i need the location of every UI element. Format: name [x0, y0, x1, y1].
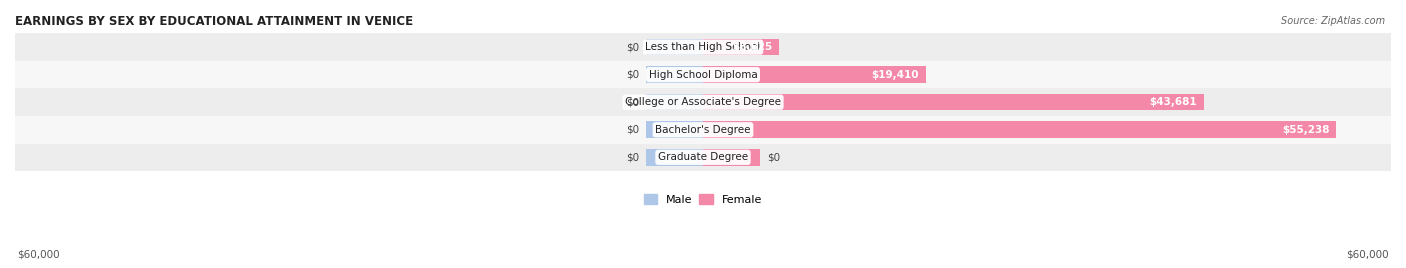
Text: $6,625: $6,625 [733, 42, 772, 52]
Bar [15, 116, 1391, 144]
Text: $43,681: $43,681 [1149, 97, 1197, 107]
Text: Graduate Degree: Graduate Degree [658, 152, 748, 162]
Text: EARNINGS BY SEX BY EDUCATIONAL ATTAINMENT IN VENICE: EARNINGS BY SEX BY EDUCATIONAL ATTAINMEN… [15, 15, 413, 28]
Bar [645, 121, 703, 138]
Bar [15, 144, 1391, 171]
Text: $0: $0 [768, 152, 780, 162]
Bar [15, 33, 1391, 61]
Text: College or Associate's Degree: College or Associate's Degree [626, 97, 780, 107]
Text: $0: $0 [626, 97, 638, 107]
Text: $60,000: $60,000 [17, 250, 59, 260]
Text: $0: $0 [626, 42, 638, 52]
Bar [645, 66, 703, 83]
Bar [645, 39, 703, 55]
Bar [645, 94, 703, 110]
Bar [703, 121, 1336, 138]
Text: $0: $0 [626, 125, 638, 135]
Legend: Male, Female: Male, Female [640, 190, 766, 210]
Bar [15, 88, 1391, 116]
Bar [645, 149, 703, 166]
Text: $19,410: $19,410 [872, 70, 918, 80]
Text: $0: $0 [626, 70, 638, 80]
Bar [703, 39, 779, 55]
Text: Bachelor's Degree: Bachelor's Degree [655, 125, 751, 135]
Bar [15, 61, 1391, 88]
Bar [703, 66, 925, 83]
Text: High School Diploma: High School Diploma [648, 70, 758, 80]
Text: $60,000: $60,000 [1347, 250, 1389, 260]
Bar [703, 94, 1204, 110]
Text: $55,238: $55,238 [1282, 125, 1330, 135]
Text: Source: ZipAtlas.com: Source: ZipAtlas.com [1281, 16, 1385, 26]
Bar [703, 149, 761, 166]
Text: Less than High School: Less than High School [645, 42, 761, 52]
Text: $0: $0 [626, 152, 638, 162]
